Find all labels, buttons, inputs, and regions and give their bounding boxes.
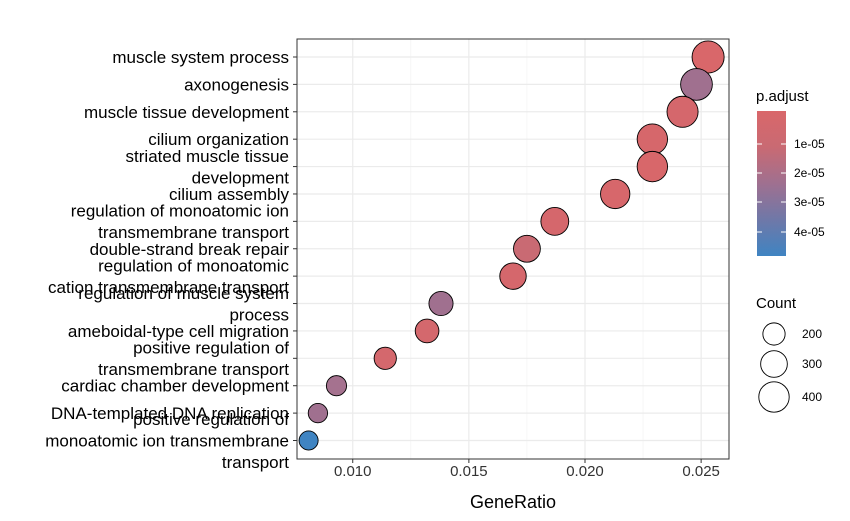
axis-ticks: 0.010 0.015 0.020 0.025 bbox=[293, 56, 720, 480]
colorbar-label: 4e-05 bbox=[794, 225, 825, 239]
colorbar-label: 1e-05 bbox=[794, 137, 825, 151]
data-point bbox=[298, 430, 319, 451]
y-tick-label: muscle system process bbox=[112, 48, 289, 67]
data-point bbox=[373, 346, 397, 370]
y-tick-label: cilium assembly bbox=[169, 185, 289, 204]
count-legend: Count 200 300 400 bbox=[756, 295, 822, 413]
data-point bbox=[428, 291, 454, 317]
data-point bbox=[636, 150, 669, 183]
data-point bbox=[414, 318, 440, 344]
x-tick-label: 0.025 bbox=[682, 463, 720, 480]
count-legend-title: Count bbox=[756, 295, 797, 312]
x-axis-title: GeneRatio bbox=[470, 492, 556, 512]
y-tick-label: positive regulation of transmembrane tran… bbox=[98, 339, 289, 380]
data-point bbox=[513, 234, 541, 263]
y-tick-label: ameboidal-type cell migration bbox=[68, 322, 289, 341]
padjust-colorbar bbox=[757, 111, 786, 256]
y-tick-label: muscle tissue development bbox=[84, 103, 289, 122]
y-tick-label: regulation of muscle system process bbox=[78, 284, 289, 325]
y-tick-label: cardiac chamber development bbox=[61, 377, 289, 396]
x-tick-label: 0.015 bbox=[450, 463, 488, 480]
grid-lines bbox=[297, 39, 729, 459]
padjust-legend: p.adjust 1e-05 2e-05 3e-05 4e-05 bbox=[756, 88, 825, 256]
size-legend-label: 200 bbox=[802, 327, 822, 341]
y-tick-label: double-strand break repair bbox=[90, 240, 290, 259]
x-tick-label: 0.020 bbox=[566, 463, 604, 480]
data-point bbox=[540, 206, 570, 236]
y-tick-label: regulation of monoatomic cation transmemb… bbox=[48, 256, 289, 297]
size-legend-label: 300 bbox=[802, 357, 822, 371]
size-legend-label: 400 bbox=[802, 390, 822, 404]
data-point bbox=[499, 262, 527, 290]
data-point bbox=[325, 375, 348, 397]
data-point bbox=[307, 402, 329, 424]
size-legend-circle bbox=[758, 381, 790, 413]
y-axis-labels: muscle system process axonogenesis muscle … bbox=[45, 48, 289, 472]
data-points bbox=[298, 40, 725, 451]
padjust-legend-title: p.adjust bbox=[756, 88, 809, 105]
data-point bbox=[680, 68, 713, 101]
colorbar-label: 2e-05 bbox=[794, 166, 825, 180]
data-point bbox=[636, 123, 669, 155]
y-tick-label: cilium organization bbox=[148, 130, 289, 149]
data-point bbox=[600, 178, 631, 210]
size-legend-circle bbox=[760, 350, 788, 378]
y-tick-label: striated muscle tissue development bbox=[126, 147, 290, 188]
y-tick-label: regulation of monoatomic ion transmembran… bbox=[71, 202, 290, 243]
y-tick-label: DNA-templated DNA replication bbox=[51, 404, 289, 423]
x-tick-label: 0.010 bbox=[334, 463, 372, 480]
y-tick-label: positive regulation of monoatomic ion tra… bbox=[45, 410, 289, 472]
y-tick-label: axonogenesis bbox=[184, 75, 289, 94]
colorbar-label: 3e-05 bbox=[794, 195, 825, 209]
size-legend-circle bbox=[762, 322, 786, 346]
data-point bbox=[666, 95, 699, 128]
